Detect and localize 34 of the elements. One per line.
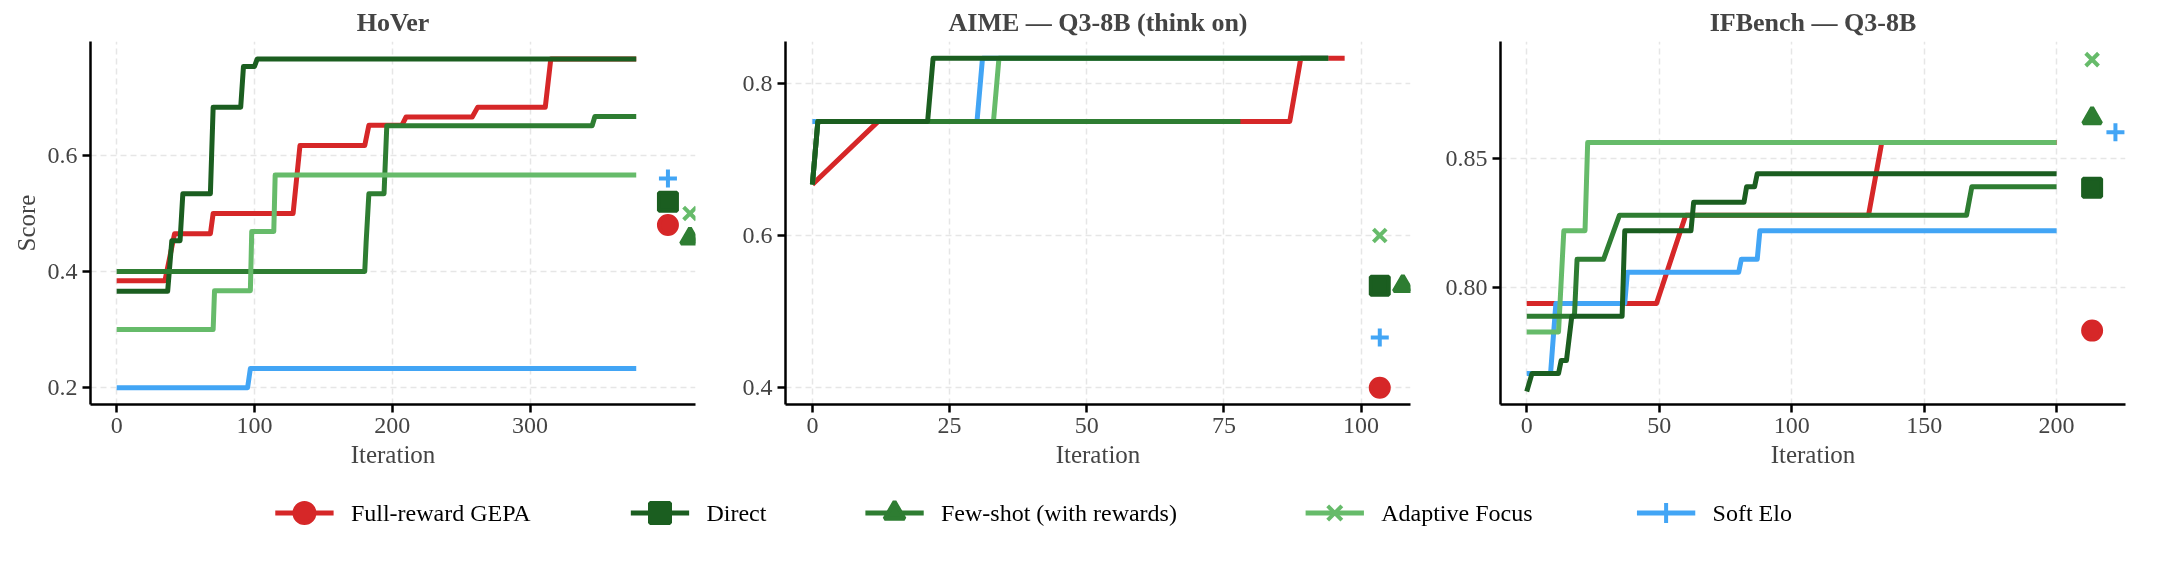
legend-label: Soft Elo [1712, 500, 1792, 526]
x-tick-label: 50 [1074, 411, 1099, 438]
y-tick-label: 0.4 [742, 374, 773, 401]
x-axis-title: Iteration [1055, 440, 1141, 468]
x-tick-label: 200 [2038, 411, 2075, 438]
x-tick-label: 0 [806, 411, 819, 438]
legend-label: Direct [706, 500, 767, 526]
x-tick-label: 100 [236, 411, 273, 438]
y-tick-label: 0.8 [742, 69, 773, 96]
chart-title: IFBench — Q3-8B [1709, 7, 1917, 37]
y-tick-label: 0.6 [742, 222, 773, 249]
x-tick-label: 150 [1906, 411, 1943, 438]
x-tick-label: 200 [374, 411, 411, 438]
x-tick-label: 300 [512, 411, 549, 438]
legend-label: Few-shot (with rewards) [941, 500, 1177, 526]
legend-label: Full-reward GEPA [350, 500, 532, 526]
y-tick-label: 0.4 [47, 258, 78, 284]
x-axis-title: Iteration [350, 440, 436, 468]
chart-title: HoVer [356, 7, 430, 37]
y-tick-label: 0.85 [1445, 144, 1488, 171]
y-tick-label: 0.6 [47, 141, 78, 168]
y-axis-title: Score [12, 194, 40, 252]
legend-label: Adaptive Focus [1381, 500, 1533, 526]
chart-title: AIME — Q3-8B (think on) [948, 7, 1248, 37]
y-tick-label: 0.2 [47, 374, 78, 401]
x-tick-label: 100 [1343, 411, 1380, 438]
x-axis-title: Iteration [1770, 440, 1856, 468]
y-tick-label: 0.80 [1445, 274, 1488, 301]
x-tick-label: 50 [1647, 411, 1672, 438]
x-tick-label: 25 [937, 411, 962, 438]
x-tick-label: 0 [110, 411, 123, 438]
x-tick-label: 75 [1211, 411, 1236, 438]
x-tick-label: 0 [1520, 411, 1533, 438]
x-tick-label: 100 [1773, 411, 1810, 438]
